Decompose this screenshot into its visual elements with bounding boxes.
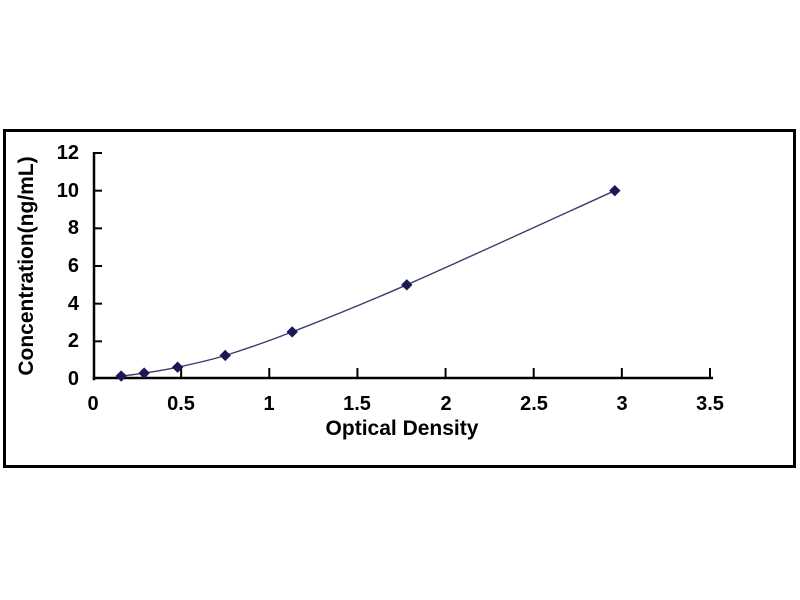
data-point-marker — [138, 367, 150, 379]
x-tick-label: 3 — [616, 393, 628, 415]
x-axis-title: Optical Density — [325, 417, 479, 440]
data-point-marker — [286, 326, 298, 338]
y-tick-label: 10 — [56, 180, 79, 202]
x-tick-label: 2.5 — [520, 393, 548, 415]
standard-curve-line — [121, 190, 616, 377]
y-tick-label: 0 — [67, 368, 79, 390]
y-tick-label: 12 — [56, 142, 79, 164]
y-axis-title: Concentration(ng/mL) — [15, 156, 38, 376]
data-point-marker — [609, 184, 621, 197]
data-point-marker — [401, 279, 413, 291]
x-tick-label: 2 — [440, 393, 452, 415]
y-tick-label: 6 — [67, 255, 79, 277]
x-tick-label: 1.5 — [343, 393, 371, 415]
data-point-marker — [219, 349, 231, 362]
y-tick-label: 4 — [67, 293, 79, 315]
x-tick-label: 0.5 — [167, 393, 195, 415]
chart-frame — [3, 129, 796, 468]
data-point-marker — [171, 361, 184, 373]
data-point-marker — [115, 370, 127, 382]
y-tick-label: 8 — [67, 217, 79, 239]
x-tick-label: 1 — [263, 393, 275, 415]
y-tick-label: 2 — [67, 330, 79, 352]
x-tick-label: 0 — [87, 393, 99, 415]
x-tick-label: 3.5 — [696, 393, 724, 415]
